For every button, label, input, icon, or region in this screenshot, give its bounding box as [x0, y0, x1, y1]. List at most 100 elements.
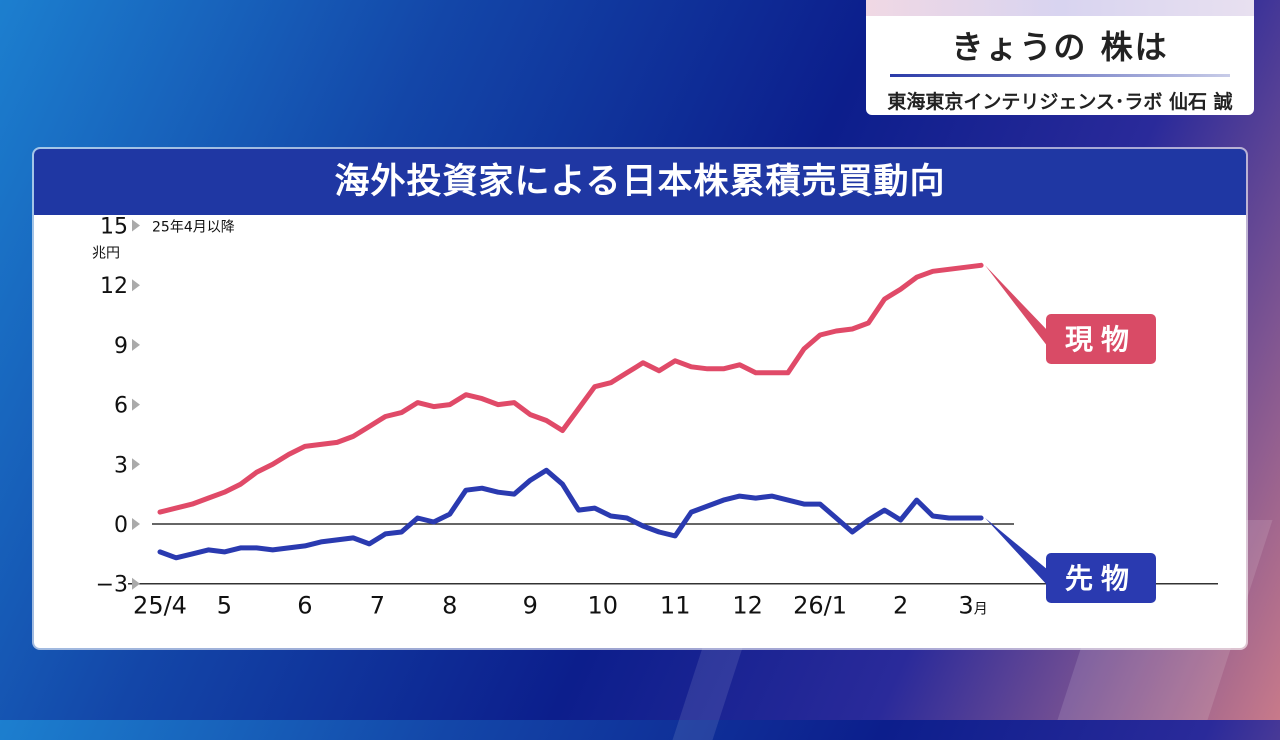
data-point — [866, 321, 870, 325]
y-tick-marker — [132, 458, 140, 471]
data-point — [335, 440, 339, 444]
data-point — [335, 538, 339, 542]
data-point — [834, 516, 838, 520]
data-point — [673, 534, 677, 538]
x-tick-label: 3月 — [958, 592, 987, 620]
data-point — [351, 536, 355, 540]
line-chart: −3 0 3 6 9 12 15 兆円 25年4月以降 25/4 5 6 7 8 9 10 11 12 26/1 2 3… — [92, 215, 1218, 620]
x-tick-label: 5 — [217, 592, 232, 620]
data-point — [673, 359, 677, 363]
data-point — [738, 494, 742, 498]
data-point — [319, 442, 323, 446]
data-point — [432, 520, 436, 524]
data-point — [979, 263, 983, 267]
y-tick-label: 0 — [114, 513, 128, 538]
y-tick-marker — [132, 398, 140, 411]
data-point — [883, 508, 886, 512]
x-tick-label: 7 — [370, 592, 385, 620]
data-point — [432, 405, 436, 409]
data-point — [786, 498, 790, 502]
data-point — [786, 371, 790, 375]
data-point — [255, 470, 259, 474]
series-legend-label: 現物 — [1065, 323, 1137, 356]
data-point — [383, 532, 387, 536]
y-tick-marker — [132, 279, 140, 292]
x-tick-label: 10 — [587, 592, 618, 620]
chart-panel: 海外投資家による日本株累積売買動向 −3 0 3 6 9 12 15 兆円 25年4月以降 25/… — [34, 149, 1246, 648]
series-callout-box — [1046, 314, 1156, 364]
data-point — [883, 297, 886, 301]
data-point — [561, 428, 564, 432]
data-point — [818, 502, 822, 506]
data-point — [416, 401, 420, 405]
header-accent-bar — [866, 0, 1254, 16]
x-tick-label: 6 — [297, 592, 312, 620]
data-point — [464, 488, 468, 492]
data-point — [512, 492, 516, 496]
series-line-spot — [157, 262, 984, 515]
data-point — [383, 415, 387, 419]
data-point — [239, 482, 242, 486]
data-point — [802, 502, 806, 506]
data-point — [287, 546, 291, 550]
data-point — [689, 510, 693, 514]
data-point — [834, 329, 838, 333]
x-tick-label: 25/4 — [133, 592, 187, 620]
data-point — [271, 462, 275, 466]
data-point — [174, 556, 178, 560]
data-point — [448, 403, 452, 407]
x-tick-label: 12 — [732, 592, 763, 620]
data-point — [158, 550, 162, 554]
data-point — [544, 468, 548, 472]
y-unit-label: 兆円 — [92, 246, 120, 262]
data-point — [625, 371, 629, 375]
data-point — [400, 530, 403, 534]
data-point — [496, 403, 500, 407]
data-point — [480, 486, 484, 490]
data-point — [416, 516, 420, 520]
chart-subtitle: 25年4月以降 — [152, 220, 235, 236]
data-point — [915, 275, 919, 279]
data-point — [689, 365, 693, 369]
x-tick-label: 9 — [523, 592, 538, 620]
data-point — [979, 516, 983, 520]
data-point — [866, 518, 870, 522]
data-point — [222, 550, 226, 554]
data-point — [255, 546, 259, 550]
series-callout-pointer — [985, 518, 1048, 586]
y-tick-label: 15 — [100, 215, 128, 240]
data-point — [899, 518, 903, 522]
data-point — [190, 552, 194, 556]
data-point — [464, 393, 468, 397]
data-point — [561, 482, 564, 486]
data-point — [496, 490, 500, 494]
program-title: きょうの 株は — [951, 28, 1169, 66]
data-point — [963, 265, 967, 269]
data-point — [705, 367, 709, 371]
data-point — [367, 424, 371, 428]
data-point — [303, 544, 307, 548]
data-point — [641, 524, 645, 528]
data-point — [657, 369, 661, 373]
data-point — [544, 419, 548, 423]
data-point — [367, 542, 371, 546]
data-point — [271, 548, 275, 552]
data-point — [947, 516, 951, 520]
data-point — [770, 494, 774, 498]
data-point — [754, 371, 758, 375]
data-point — [206, 548, 210, 552]
data-point — [303, 444, 307, 448]
program-header: きょうの 株は 東海東京インテリジェンス･ラボ 仙石 誠 — [866, 0, 1254, 115]
data-point — [239, 546, 242, 550]
x-tick-label: 8 — [442, 592, 457, 620]
y-tick-label: 3 — [114, 453, 128, 478]
data-point — [657, 530, 661, 534]
y-tick-marker — [132, 338, 140, 351]
data-point — [577, 508, 581, 512]
data-point — [931, 514, 935, 518]
data-point — [577, 407, 581, 411]
data-point — [222, 490, 226, 494]
header-divider — [890, 74, 1230, 77]
data-point — [738, 363, 742, 367]
data-point — [206, 496, 210, 500]
